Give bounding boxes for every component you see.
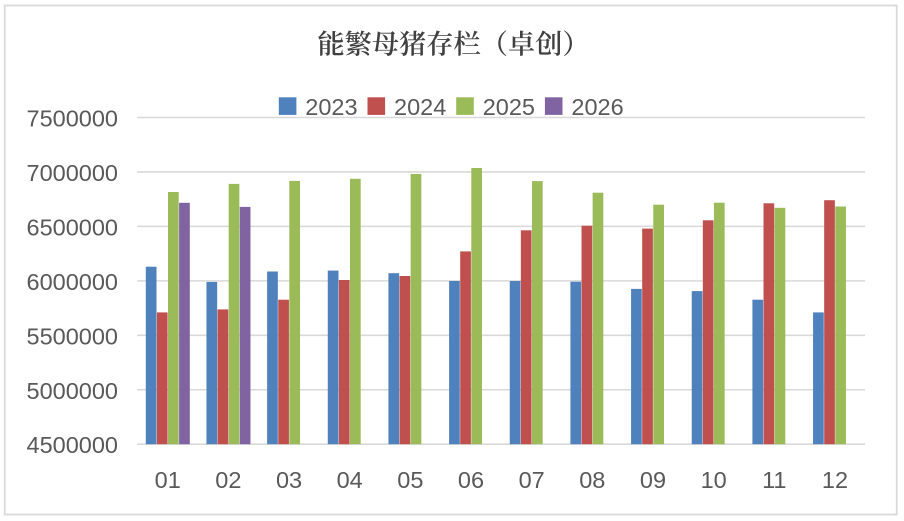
svg-text:2025: 2025 xyxy=(483,94,535,120)
svg-text:5000000: 5000000 xyxy=(27,378,119,404)
svg-text:10: 10 xyxy=(701,467,727,493)
svg-text:2023: 2023 xyxy=(305,94,357,120)
svg-text:2024: 2024 xyxy=(394,94,446,120)
svg-text:07: 07 xyxy=(519,467,545,493)
svg-text:12: 12 xyxy=(822,467,848,493)
svg-text:5500000: 5500000 xyxy=(27,323,119,349)
svg-text:6000000: 6000000 xyxy=(27,269,119,295)
svg-text:02: 02 xyxy=(215,467,241,493)
svg-text:7000000: 7000000 xyxy=(27,160,119,186)
svg-text:7500000: 7500000 xyxy=(27,106,119,132)
svg-text:03: 03 xyxy=(276,467,302,493)
svg-text:09: 09 xyxy=(640,467,666,493)
svg-text:01: 01 xyxy=(155,467,181,493)
svg-text:2026: 2026 xyxy=(571,94,623,120)
svg-text:6500000: 6500000 xyxy=(27,214,119,240)
svg-text:05: 05 xyxy=(397,467,423,493)
svg-text:06: 06 xyxy=(458,467,484,493)
svg-text:4500000: 4500000 xyxy=(27,432,119,458)
svg-text:11: 11 xyxy=(762,467,786,493)
svg-text:08: 08 xyxy=(579,467,605,493)
svg-text:04: 04 xyxy=(337,467,363,493)
